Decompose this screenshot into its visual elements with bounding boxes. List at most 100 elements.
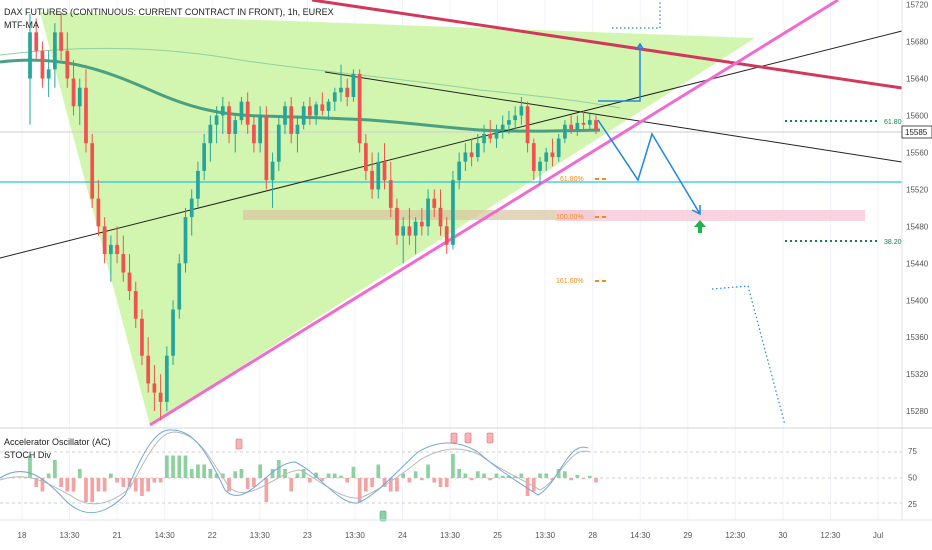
ac-bar bbox=[426, 464, 430, 478]
candle-body bbox=[121, 254, 126, 273]
ac-bar bbox=[419, 478, 424, 481]
candle-body bbox=[90, 143, 95, 199]
fib-label-right-38: 38.20% bbox=[884, 239, 908, 246]
ac-bar bbox=[507, 475, 511, 478]
candle-body bbox=[513, 115, 518, 121]
ac-bar bbox=[183, 455, 188, 478]
ac-bar bbox=[77, 469, 82, 478]
ac-bar bbox=[28, 455, 32, 478]
candle-body bbox=[245, 101, 250, 125]
projection-paths bbox=[597, 42, 701, 216]
candle-body bbox=[208, 124, 213, 144]
price-tick: 15280 bbox=[906, 407, 929, 416]
time-tick: 21 bbox=[113, 531, 122, 540]
ac-bar bbox=[171, 455, 175, 478]
ac-bar bbox=[395, 478, 399, 492]
candle-body bbox=[407, 226, 412, 236]
price-axis-ticks: 15720 15680 15640 15600 15560 15520 15480 15440… bbox=[906, 1, 929, 417]
ac-bar bbox=[133, 478, 138, 492]
ac-bar bbox=[563, 471, 567, 478]
ac-bar bbox=[65, 478, 70, 492]
candle-body bbox=[28, 32, 32, 79]
pink-support-line bbox=[149, 0, 839, 427]
ac-bar bbox=[544, 473, 549, 478]
candle-body bbox=[345, 87, 350, 98]
candle-body bbox=[488, 133, 493, 139]
candle-body bbox=[115, 244, 119, 255]
ac-bar bbox=[245, 478, 250, 490]
ac-bar bbox=[102, 478, 107, 492]
time-tick: 14:30 bbox=[630, 531, 651, 540]
candle-body bbox=[438, 207, 443, 227]
ac-histogram bbox=[28, 454, 598, 502]
ac-bar bbox=[531, 478, 536, 492]
candle-body bbox=[326, 101, 331, 111]
time-tick: 14:30 bbox=[155, 531, 176, 540]
up-arrow-icon bbox=[694, 220, 706, 233]
candle-body bbox=[158, 392, 163, 402]
candle-body bbox=[469, 152, 474, 158]
ac-bar bbox=[59, 478, 63, 487]
ac-bar bbox=[158, 478, 163, 483]
current-price-badge bbox=[901, 125, 932, 139]
candle-body bbox=[84, 87, 88, 144]
candle-body bbox=[252, 124, 256, 144]
candle-body bbox=[233, 120, 238, 134]
ac-bar bbox=[276, 460, 281, 478]
candle-body bbox=[370, 170, 374, 190]
ac-bar bbox=[475, 471, 480, 478]
candle-body bbox=[189, 198, 194, 218]
candle-body bbox=[500, 124, 505, 130]
ac-bar bbox=[270, 469, 275, 478]
ac-bar bbox=[227, 478, 231, 492]
ac-bar bbox=[538, 473, 542, 478]
time-tick: 12:30 bbox=[725, 531, 746, 540]
time-tick: 12:30 bbox=[820, 531, 841, 540]
ac-bar bbox=[351, 466, 356, 478]
price-tick: 15480 bbox=[906, 222, 929, 231]
ac-bar bbox=[140, 478, 144, 496]
indicator-label: MTF-MA bbox=[4, 20, 39, 30]
candle-body bbox=[283, 106, 287, 125]
candle-body bbox=[227, 106, 231, 134]
time-axis-ticks: 18 13:30 21 14:30 22 13:30 23 13:30 24 13:30 25 13:… bbox=[18, 531, 884, 540]
candle-body bbox=[152, 383, 157, 393]
candle-body bbox=[133, 291, 138, 319]
ac-bar bbox=[438, 478, 443, 487]
oscillator-tick: 25 bbox=[908, 500, 917, 509]
candle-body bbox=[308, 106, 312, 116]
candle-body bbox=[46, 69, 51, 79]
time-tick: 13:30 bbox=[60, 531, 81, 540]
candle-body bbox=[556, 138, 561, 158]
candle-body bbox=[276, 124, 281, 162]
candle-body bbox=[563, 124, 567, 139]
ac-bar bbox=[332, 473, 337, 478]
candle-body bbox=[339, 87, 343, 93]
price-tick: 15360 bbox=[906, 333, 929, 342]
price-axis bbox=[902, 0, 932, 520]
ac-bar bbox=[494, 473, 499, 478]
ac-bar bbox=[345, 478, 350, 483]
candle-body bbox=[519, 106, 524, 116]
candle-body bbox=[65, 50, 70, 79]
time-tick: 13:30 bbox=[440, 531, 461, 540]
candle-body bbox=[202, 143, 207, 171]
ac-bar bbox=[556, 469, 561, 478]
support-zone-rect bbox=[243, 210, 595, 220]
ac-bar bbox=[364, 478, 368, 492]
ac-bar bbox=[252, 478, 256, 487]
time-tick: 25 bbox=[493, 531, 502, 540]
candle-body bbox=[171, 309, 175, 356]
ac-bar bbox=[121, 478, 126, 487]
dotted-projection bbox=[612, 0, 786, 426]
ac-bar bbox=[388, 478, 393, 492]
candle-body bbox=[475, 143, 480, 158]
ac-bar bbox=[413, 471, 418, 478]
candle-body bbox=[320, 104, 325, 111]
ac-bar bbox=[283, 469, 287, 478]
oscillator-axis-ticks: 75 50 25 bbox=[908, 447, 917, 509]
current-price-label: 15585 bbox=[905, 128, 928, 137]
ac-bar bbox=[587, 475, 592, 478]
ac-bar bbox=[308, 478, 312, 483]
